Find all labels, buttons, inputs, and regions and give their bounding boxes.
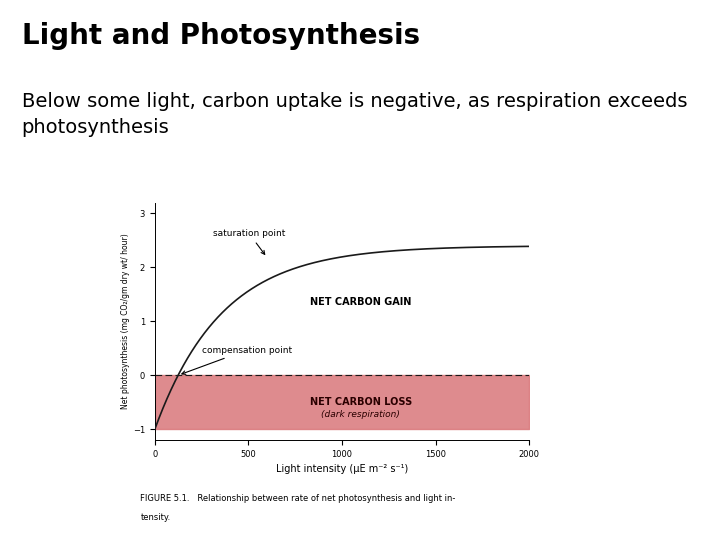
- Text: NET CARBON GAIN: NET CARBON GAIN: [310, 298, 411, 307]
- Text: Light and Photosynthesis: Light and Photosynthesis: [22, 22, 420, 50]
- Y-axis label: Net photosynthesis (mg CO₂/gm dry wt/ hour): Net photosynthesis (mg CO₂/gm dry wt/ ho…: [121, 233, 130, 409]
- Text: tensity.: tensity.: [140, 513, 171, 522]
- Text: NET CARBON LOSS: NET CARBON LOSS: [310, 397, 412, 407]
- X-axis label: Light intensity (μE m⁻² s⁻¹): Light intensity (μE m⁻² s⁻¹): [276, 464, 408, 474]
- Text: compensation point: compensation point: [182, 346, 292, 374]
- Text: saturation point: saturation point: [213, 229, 285, 254]
- Text: Below some light, carbon uptake is negative, as respiration exceeds
photosynthes: Below some light, carbon uptake is negat…: [22, 92, 687, 137]
- Text: FIGURE 5.1.   Relationship between rate of net photosynthesis and light in-: FIGURE 5.1. Relationship between rate of…: [140, 494, 456, 503]
- Text: (dark respiration): (dark respiration): [321, 410, 400, 418]
